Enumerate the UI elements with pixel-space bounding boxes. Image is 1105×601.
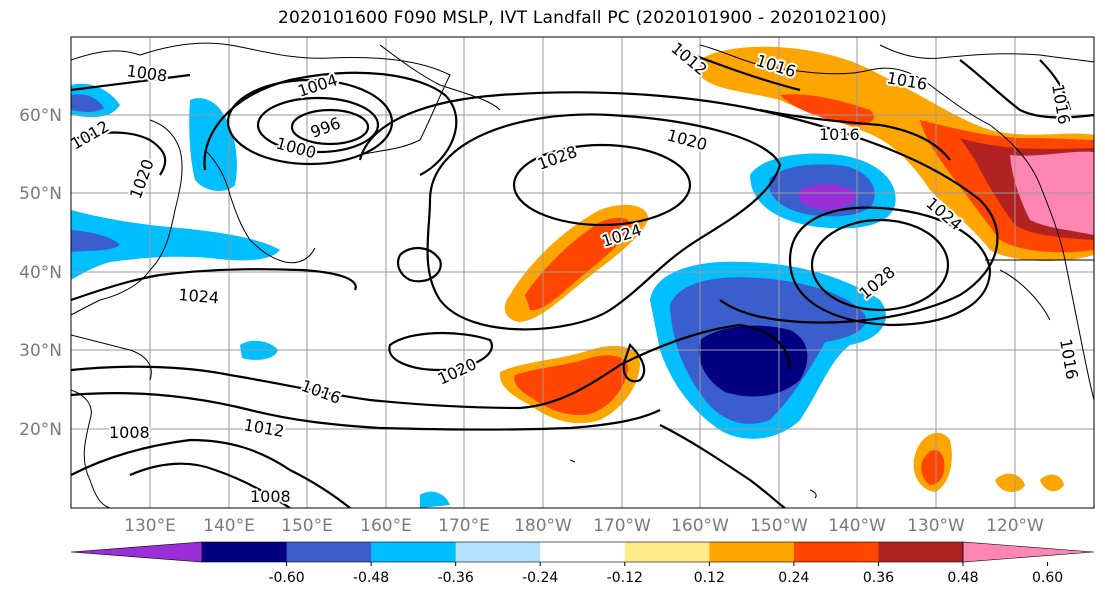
colorbar-frame [201, 541, 964, 563]
colorbar-tick-label: 0.48 [947, 570, 978, 586]
longitude-labels: 130°E 140°E 150°E 160°E 170°E 180°W 170°… [124, 516, 1044, 536]
colorbar-tick-label: 0.12 [694, 570, 725, 586]
colorbar-tick-label: -0.36 [438, 570, 474, 586]
colorbar-tick-label: 0.60 [1032, 570, 1063, 586]
lat-label: 20°N [19, 420, 62, 440]
colorbar-swatch [540, 542, 626, 562]
lon-label: 160°W [671, 516, 729, 536]
lon-label: 130°W [907, 516, 965, 536]
lat-label: 50°N [19, 184, 62, 204]
colorbar-swatch [793, 542, 879, 562]
lon-label: 120°W [986, 516, 1044, 536]
colorbar-extension-low [70, 541, 203, 563]
colorbar-tick-label: -0.48 [353, 570, 389, 586]
colorbar-swatch [371, 542, 457, 562]
map-frame [70, 36, 1095, 509]
lon-label: 150°E [281, 516, 333, 536]
lat-label: 60°N [19, 106, 62, 126]
lon-label: 160°E [360, 516, 412, 536]
lat-label: 40°N [19, 263, 62, 283]
ivt-shading [71, 46, 1094, 508]
colorbar-tick-label: -0.12 [607, 570, 643, 586]
isobar-label: 1008 [109, 423, 150, 442]
colorbar-tick-label: 0.24 [778, 570, 809, 586]
lon-label: 150°W [750, 516, 808, 536]
coastlines [71, 42, 1094, 508]
colorbar-tick-label: -0.60 [268, 570, 304, 586]
lon-label: 170°W [593, 516, 651, 536]
graticule [71, 37, 1094, 508]
colorbar-swatch [878, 542, 964, 562]
map-title: 2020101600 F090 MSLP, IVT Landfall PC (2… [278, 8, 887, 28]
lat-label: 30°N [19, 341, 62, 361]
isobar-label: 1008 [250, 487, 291, 506]
colorbar-tick-label: 0.36 [863, 570, 894, 586]
lon-label: 130°E [124, 516, 176, 536]
lon-label: 180°W [514, 516, 572, 536]
isobar-label: 1016 [819, 125, 860, 144]
colorbar-swatch [455, 542, 541, 562]
colorbar-swatch [202, 542, 288, 562]
colorbar: -0.60 -0.48 -0.36 -0.24 -0.12 0.12 0.24 0.36 0.4… [70, 541, 1095, 586]
colorbar-swatch [624, 542, 710, 562]
colorbar-swatch [709, 542, 795, 562]
lon-label: 170°E [438, 516, 490, 536]
lon-label: 140°E [203, 516, 255, 536]
isobar-label: 1024 [178, 285, 220, 307]
mslp-isobars [71, 48, 1094, 508]
latitude-labels: 60°N 50°N 40°N 30°N 20°N [19, 106, 62, 440]
colorbar-tick-label: -0.24 [522, 570, 558, 586]
colorbar-swatch [286, 542, 372, 562]
colorbar-extension-high [962, 541, 1095, 563]
lon-label: 140°W [828, 516, 886, 536]
